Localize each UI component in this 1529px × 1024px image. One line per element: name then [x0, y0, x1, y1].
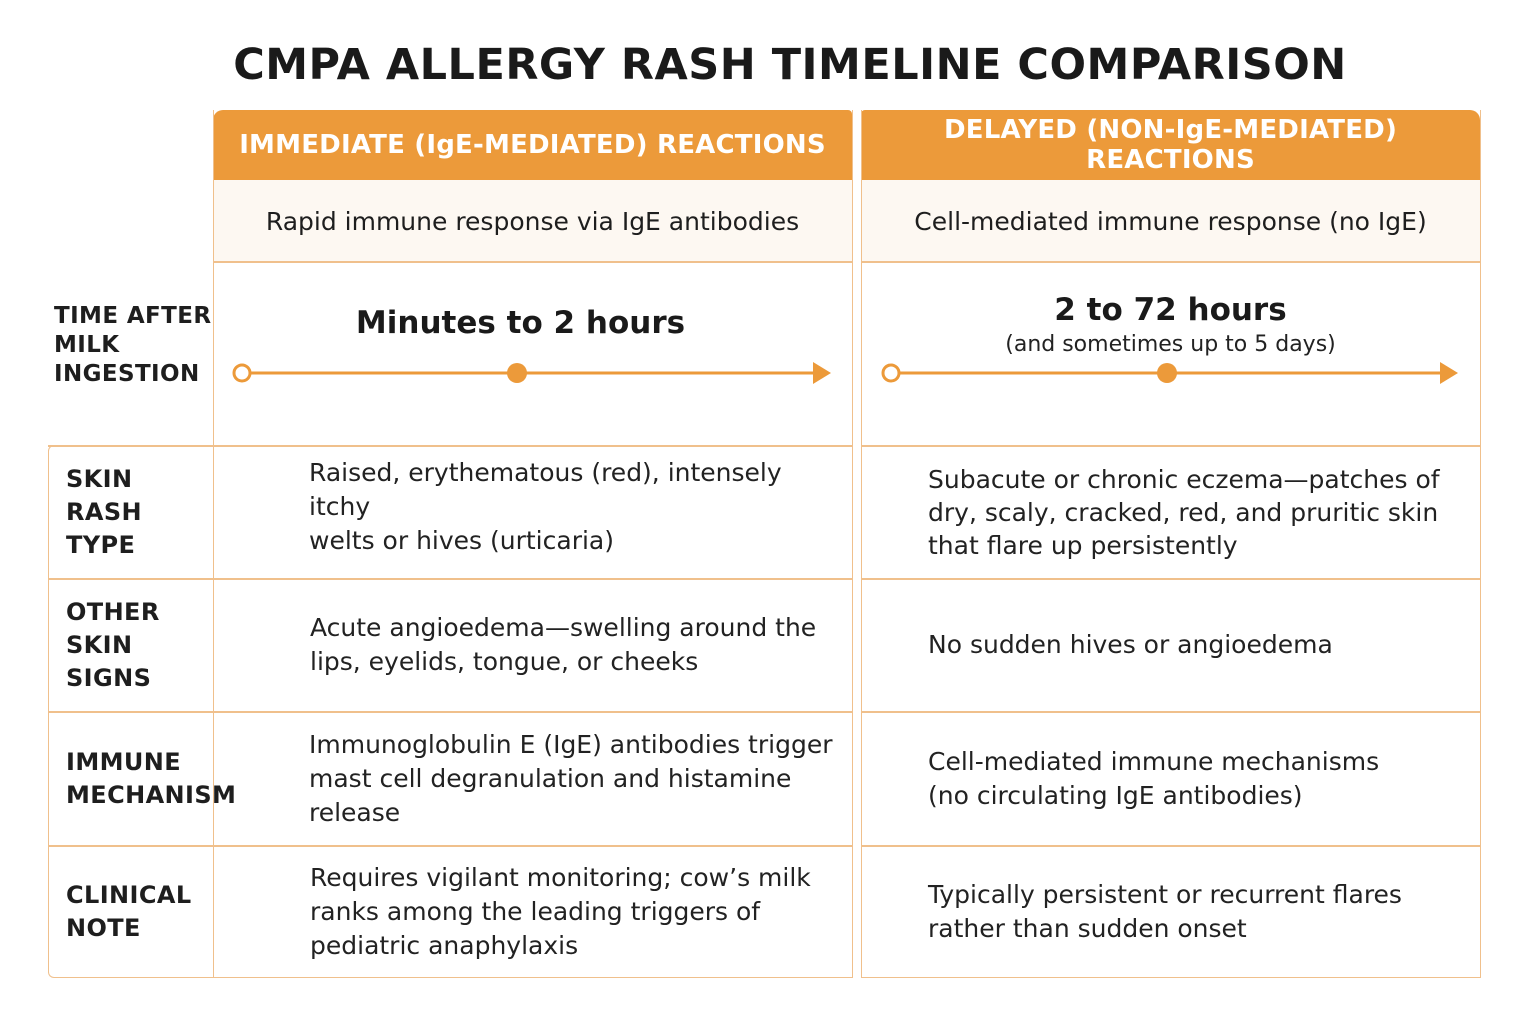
row-label-line: SKIN SIGNS — [66, 630, 152, 692]
cell-line: lips, eyelids, tongue, or cheeks — [310, 647, 699, 676]
immediate-skin-rash-type: Raised, erythematous (red), intensely it… — [309, 446, 849, 578]
row-label-line: INGESTION — [54, 360, 200, 387]
delayed-description-text: Cell-mediated immune response (no IgE) — [914, 206, 1427, 236]
row-label-line: TIME AFTER — [54, 302, 212, 329]
delayed-column-header: DELAYED (NON-IgE-MEDIATED) REACTIONS — [861, 110, 1480, 180]
immediate-timeline-arrow-icon — [232, 362, 831, 384]
cell-line: Immunoglobulin E (IgE) antibodies trigge… — [309, 729, 833, 759]
divider — [213, 261, 853, 263]
row-label-line: OTHER — [66, 597, 160, 626]
divider — [48, 445, 853, 447]
delayed-other-skin-signs: No sudden hives or angioedema — [928, 579, 1478, 711]
divider — [861, 261, 1481, 263]
row-label-line: MILK — [54, 331, 120, 358]
timeline-midpoint-icon — [507, 363, 527, 383]
cell-line: welts or hives (urticaria) — [309, 526, 614, 555]
cell-line: dry, scaly, cracked, red, and pruritic s… — [928, 497, 1439, 527]
immediate-immune-mechanism: Immunoglobulin E (IgE) antibodies trigge… — [309, 712, 850, 845]
cell-line: Acute angioedema—swelling around the — [310, 613, 817, 642]
cell-line: Subacute or chronic eczema—patches of — [928, 464, 1440, 494]
divider — [861, 845, 1481, 847]
immediate-description: Rapid immune response via IgE antibodies — [213, 180, 852, 262]
cell-line: that flare up persistently — [928, 530, 1238, 560]
cell-line: pediatric anaphylaxis — [310, 930, 579, 960]
divider — [861, 445, 1481, 447]
delayed-timeline-arrow-icon — [881, 362, 1458, 384]
timeline-arrowhead-icon — [1440, 362, 1458, 384]
divider — [48, 578, 853, 580]
row-label-clinical-note: CLINICAL NOTE — [48, 846, 213, 977]
delayed-immune-mechanism: Cell-mediated immune mechanisms (no circ… — [928, 712, 1478, 845]
row-label-immune-mechanism: IMMUNE MECHANISM — [48, 712, 236, 845]
row-label-line: NOTE — [66, 913, 141, 942]
delayed-description: Cell-mediated immune response (no IgE) — [861, 180, 1480, 262]
row-label-line: IMMUNE — [66, 747, 182, 776]
divider — [861, 711, 1481, 713]
immediate-time-range: Minutes to 2 hours — [355, 305, 686, 341]
cell-line: mast cell degranulation and histamine re… — [309, 763, 792, 827]
delayed-clinical-note: Typically persistent or recurrent flares… — [928, 846, 1478, 977]
timeline-arrowhead-icon — [813, 362, 831, 384]
cell-line: Typically persistent or recurrent flares — [928, 879, 1402, 909]
immediate-column-header: IMMEDIATE (IgE-MEDIATED) REACTIONS — [213, 110, 852, 180]
cell-line: Cell-mediated immune mechanisms — [928, 746, 1380, 776]
row-label-other-skin-signs: OTHER SKIN SIGNS — [48, 579, 213, 711]
cell-line: Raised, erythematous (red), intensely it… — [309, 458, 782, 521]
immediate-clinical-note: Requires vigilant monitoring; cow’s milk… — [310, 846, 850, 977]
cell-line: (no circulating IgE antibodies) — [928, 780, 1303, 810]
delayed-time-range-note: (and sometimes up to 5 days) — [1005, 332, 1336, 357]
row-label-line: SKIN RASH — [66, 464, 143, 526]
cell-line: rather than sudden onset — [928, 913, 1247, 943]
delayed-skin-rash-type: Subacute or chronic eczema—patches of dr… — [928, 446, 1478, 578]
row-label-line: CLINICAL — [66, 880, 192, 909]
cell-line: No sudden hives or angioedema — [928, 630, 1333, 659]
immediate-description-text: Rapid immune response via IgE antibodies — [265, 206, 800, 236]
row-label-time-after-milk-ingestion: TIME AFTER MILK INGESTION — [48, 290, 213, 400]
row-label-skin-rash-type: SKIN RASH TYPE — [48, 446, 213, 578]
timeline-midpoint-icon — [1157, 363, 1177, 383]
row-label-line: MECHANISM — [66, 780, 237, 809]
delayed-time-range: 2 to 72 hours — [1054, 292, 1287, 328]
row-label-line: TYPE — [66, 530, 136, 559]
page-title: CMPA ALLERGY RASH TIMELINE COMPARISON — [233, 40, 1347, 90]
divider — [48, 711, 853, 713]
immediate-other-skin-signs: Acute angioedema—swelling around the lip… — [310, 579, 850, 711]
divider — [861, 578, 1481, 580]
timeline-start-icon — [232, 363, 252, 383]
divider — [48, 845, 853, 847]
cell-line: ranks among the leading triggers of — [310, 896, 761, 926]
cell-line: Requires vigilant monitoring; cow’s milk — [310, 862, 811, 892]
timeline-start-icon — [881, 363, 901, 383]
